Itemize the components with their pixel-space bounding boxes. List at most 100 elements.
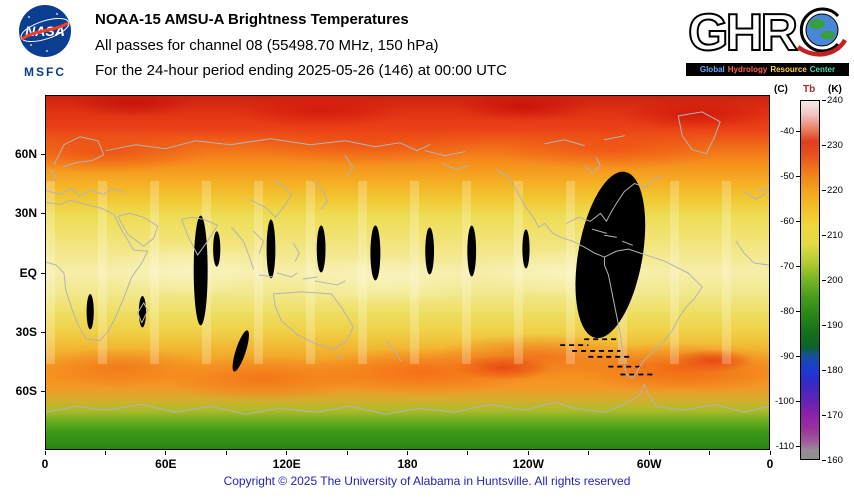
x-axis-label: 0 (41, 457, 49, 471)
coastlines-layer (46, 111, 769, 415)
y-axis-tick (41, 331, 45, 333)
x-axis-tick (44, 451, 46, 455)
colorbar-tick (796, 445, 800, 447)
colorbar-kelvin-label: 240 (827, 95, 843, 106)
colorbar: 240 230 220 210 200 190 180 170 160 -40 -50 -60 -70 -… (770, 95, 854, 472)
colorbar-tick (822, 415, 826, 416)
colorbar-kelvin-label: 220 (827, 185, 843, 196)
x-axis-tick (769, 451, 771, 455)
x-axis-tick (527, 451, 529, 455)
temperature-field (46, 96, 769, 449)
colorbar-celsius-label: -70 (780, 260, 794, 272)
longitude-axis: 0 60E 120E 180 120W 60W 0 (41, 451, 774, 475)
x-axis-tick (225, 451, 227, 455)
colorbar-tick (796, 175, 800, 177)
colorbar-celsius-label: -90 (780, 350, 794, 362)
nasa-msfc-block: NASA MSFC (12, 4, 78, 79)
colorbar-celsius-label: -100 (774, 395, 794, 407)
missing-data-gap (370, 225, 381, 281)
missing-data-gap (213, 231, 221, 267)
ghrc-logo-icon: GHR (687, 3, 847, 63)
x-axis-tick (165, 451, 167, 455)
missing-data-gap (522, 229, 530, 269)
colorbar-tick (822, 190, 826, 191)
satellite-swath-texture (46, 180, 769, 365)
copyright-text: Copyright © 2025 The University of Alaba… (223, 474, 631, 488)
ghrc-tagline-word: Global (699, 65, 725, 74)
y-axis-tick (41, 154, 45, 156)
ghrc-c-arc (799, 7, 840, 53)
colorbar-tick (796, 400, 800, 402)
colorbar-tick (822, 235, 826, 236)
y-axis-tick (41, 272, 45, 274)
colorbar-celsius-label: -110 (775, 440, 794, 452)
colorbar-tick (822, 100, 826, 101)
title-block: NOAA-15 AMSU-A Brightness Temperatures A… (95, 7, 507, 84)
colorbar-tick (796, 220, 800, 222)
title-period-line: For the 24-hour period ending 2025-05-26… (95, 62, 507, 79)
x-axis-tick (467, 451, 469, 455)
missing-data-gap (138, 295, 147, 328)
ghrc-tagline: Global Hydrology Resource Center (686, 63, 849, 76)
colorbar-kelvin-label: 170 (827, 410, 843, 421)
missing-data-gap (575, 171, 646, 339)
x-axis-tick (588, 451, 590, 455)
colorbar-celsius-label: -50 (780, 170, 794, 182)
y-axis-label: 60N (14, 147, 37, 162)
colorbar-tick (796, 355, 800, 357)
colorbar-header-kelvin: (K) (828, 84, 842, 95)
x-axis-tick (286, 451, 288, 455)
page-title: NOAA-15 AMSU-A Brightness Temperatures (95, 11, 409, 28)
colorbar-kelvin-label: 200 (827, 275, 843, 286)
colorbar-kelvin-label: 190 (827, 320, 843, 331)
y-axis-label: 30N (14, 206, 37, 221)
colorbar-tick (822, 460, 826, 461)
nasa-logo-icon: NASA (19, 5, 71, 57)
colorbar-tick (822, 370, 826, 371)
x-axis-tick (346, 451, 348, 455)
x-axis-tick (648, 451, 650, 455)
msfc-label: MSFC (24, 65, 66, 79)
y-axis-label: 30S (15, 324, 37, 339)
colorbar-tick (822, 145, 826, 146)
colorbar-kelvin-label: 160 (827, 455, 843, 466)
map-overlay (46, 111, 769, 415)
colorbar-header-celsius: (C) (774, 84, 788, 95)
title-channel-line: All passes for channel 08 (55498.70 MHz,… (95, 36, 439, 54)
x-axis-label: 180 (397, 457, 418, 471)
y-axis-label: EQ (19, 265, 37, 280)
colorbar-tick (796, 130, 800, 132)
y-axis-label: 60S (15, 383, 37, 398)
latitude-axis: 60N 30N EQ 30S 60S (0, 95, 45, 451)
colorbar-kelvin-label: 180 (827, 365, 843, 376)
colorbar-tick (822, 325, 826, 326)
colorbar-celsius-label: -80 (780, 305, 794, 317)
colorbar-header-tb: Tb (803, 84, 816, 95)
colorbar-tick (796, 310, 800, 312)
missing-data-gap (266, 219, 276, 279)
x-axis-label: 120W (512, 457, 545, 471)
y-axis-tick (41, 390, 45, 392)
colorbar-tick (822, 280, 826, 281)
colorbar-kelvin-label: 230 (827, 140, 843, 151)
missing-data-gap (316, 225, 326, 273)
x-axis-tick (104, 451, 106, 455)
x-axis-label: 60W (636, 457, 662, 471)
y-axis-tick (41, 213, 45, 215)
colorbar-gradient (800, 100, 820, 460)
x-axis-label: 0 (766, 457, 774, 471)
colorbar-celsius-label: -60 (780, 215, 794, 227)
ghrc-swoosh (796, 38, 847, 57)
missing-data-gap (86, 293, 94, 330)
x-axis-label: 120E (272, 457, 301, 471)
brightness-temperature-map (45, 95, 770, 450)
colorbar-celsius-label: -40 (780, 125, 794, 137)
missing-data-gap (232, 330, 249, 372)
ghrc-tagline-word: Resource (770, 65, 807, 74)
missing-data-layer (86, 171, 653, 376)
x-axis-label: 60E (155, 457, 177, 471)
missing-data-gap (467, 225, 477, 277)
colorbar-tick (796, 265, 800, 267)
colorbar-kelvin-label: 210 (827, 230, 843, 241)
